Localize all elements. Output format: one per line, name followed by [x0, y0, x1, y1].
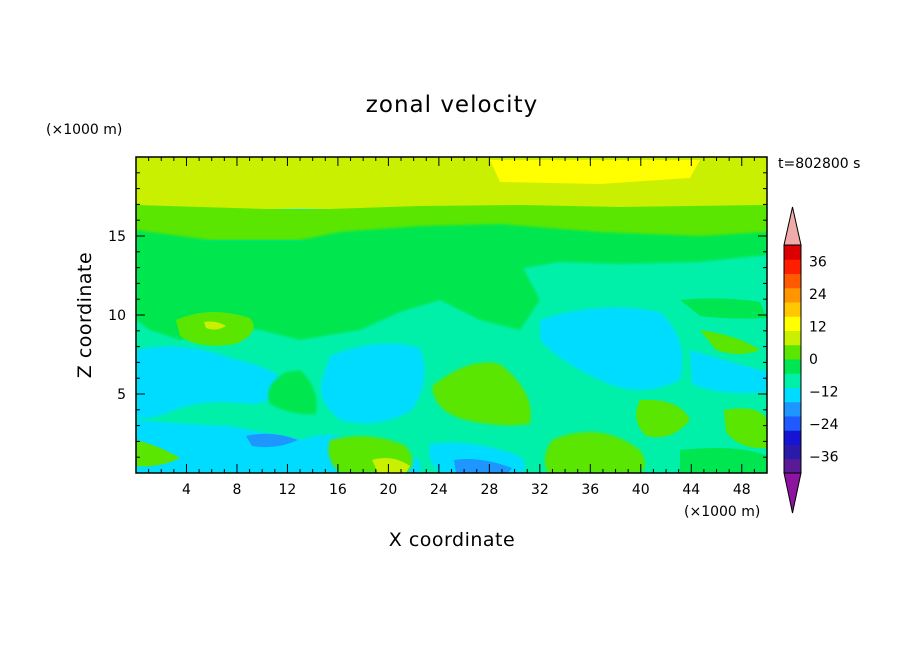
field-region: [268, 370, 317, 415]
y-tick-label: 10: [108, 308, 126, 324]
x-tick-label: 16: [329, 482, 347, 498]
x-tick-label: 48: [733, 482, 751, 498]
colorbar-swatch: [784, 273, 801, 289]
field-region: [432, 362, 531, 426]
colorbar-tick-label: −24: [809, 417, 839, 433]
colorbar-frame: [783, 244, 802, 474]
field-region: [320, 343, 425, 424]
x-axis-unit: (×1000 m): [684, 504, 760, 520]
field-region: [700, 330, 760, 354]
colorbar-swatch: [784, 458, 801, 474]
field-region: [490, 160, 700, 184]
x-tick-label: 32: [531, 482, 549, 498]
y-tick-label: 15: [108, 229, 126, 245]
colorbar-swatch: [784, 401, 801, 417]
field-region: [372, 458, 410, 473]
colorbar-swatch: [784, 387, 801, 403]
field-region: [636, 399, 690, 438]
colorbar-swatch: [784, 245, 801, 260]
colorbar-tick-label: 0: [809, 352, 818, 368]
colorbar-tick-label: −12: [809, 385, 839, 401]
y-tick-label: 5: [117, 387, 126, 403]
velocity-field: [136, 157, 767, 473]
field-region: [136, 346, 290, 419]
x-tick-label: 36: [581, 482, 599, 498]
colorbar-swatch: [784, 359, 801, 374]
x-tick-label: 28: [480, 482, 498, 498]
colorbar-swatch: [784, 330, 801, 346]
colorbar-swatch: [784, 259, 801, 274]
field-region: [540, 307, 683, 390]
colorbar-under-triangle: [783, 472, 802, 514]
time-label: t=802800 s: [778, 156, 860, 172]
colorbar-tick-label: 24: [809, 287, 827, 303]
colorbar-swatch: [784, 302, 801, 317]
y-axis-unit: (×1000 m): [46, 122, 122, 138]
colorbar-swatch: [784, 316, 801, 331]
colorbar-tick-label: 36: [809, 254, 827, 270]
colorbar-swatch: [784, 416, 801, 431]
colorbar-over-triangle: [783, 206, 802, 246]
field-region: [680, 298, 767, 319]
colorbar: 36 24 12 0 −12 −24 −36: [783, 206, 839, 514]
colorbar-swatch: [784, 430, 801, 445]
field-region: [246, 433, 298, 448]
x-axis-ticks: 4 8 12 16 20 24 28 32 36 40 44 48: [148, 157, 755, 498]
field-region: [544, 432, 645, 473]
colorbar-swatch: [784, 287, 801, 303]
x-axis-label: X coordinate: [389, 529, 515, 551]
field-region: [204, 321, 226, 330]
colorbar-swatch: [784, 444, 801, 460]
field-region: [136, 440, 180, 467]
x-tick-label: 20: [379, 482, 397, 498]
colorbar-swatch: [784, 344, 801, 360]
colorbar-tick-label: −36: [809, 450, 839, 466]
x-tick-label: 40: [632, 482, 650, 498]
y-axis-ticks: 5 10 15: [108, 172, 767, 458]
field-region: [136, 205, 767, 240]
x-tick-label: 44: [682, 482, 700, 498]
chart-title: zonal velocity: [366, 92, 538, 118]
x-tick-label: 12: [279, 482, 297, 498]
field-region: [454, 459, 512, 473]
field-region: [724, 408, 767, 449]
x-tick-label: 8: [232, 482, 241, 498]
field-region: [680, 448, 767, 473]
colorbar-swatch: [784, 373, 801, 388]
x-tick-label: 24: [430, 482, 448, 498]
y-axis-label: Z coordinate: [74, 252, 96, 378]
colorbar-tick-label: 12: [809, 319, 827, 335]
field-region: [690, 350, 767, 393]
x-tick-label: 4: [182, 482, 191, 498]
